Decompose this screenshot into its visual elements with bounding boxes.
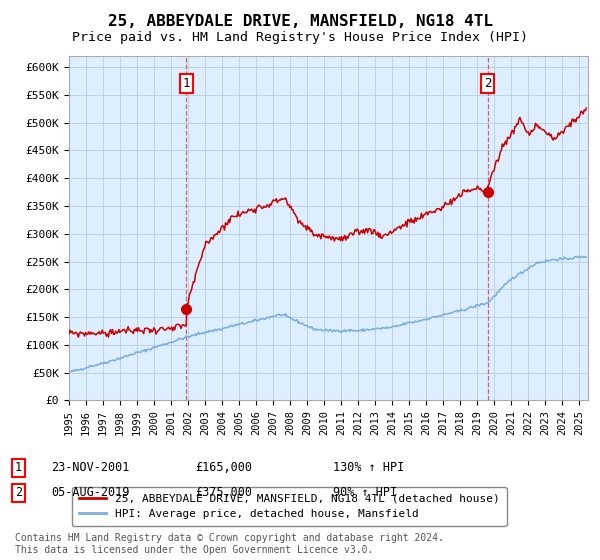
Text: £165,000: £165,000 xyxy=(195,461,252,474)
Text: 2: 2 xyxy=(484,77,491,90)
Text: 90% ↑ HPI: 90% ↑ HPI xyxy=(333,486,397,500)
Text: 25, ABBEYDALE DRIVE, MANSFIELD, NG18 4TL: 25, ABBEYDALE DRIVE, MANSFIELD, NG18 4TL xyxy=(107,14,493,29)
Legend: 25, ABBEYDALE DRIVE, MANSFIELD, NG18 4TL (detached house), HPI: Average price, d: 25, ABBEYDALE DRIVE, MANSFIELD, NG18 4TL… xyxy=(72,487,507,526)
Text: Price paid vs. HM Land Registry's House Price Index (HPI): Price paid vs. HM Land Registry's House … xyxy=(72,31,528,44)
Text: £375,000: £375,000 xyxy=(195,486,252,500)
Text: Contains HM Land Registry data © Crown copyright and database right 2024.
This d: Contains HM Land Registry data © Crown c… xyxy=(15,533,444,555)
Text: 1: 1 xyxy=(15,461,22,474)
Text: 1: 1 xyxy=(182,77,190,90)
Text: 23-NOV-2001: 23-NOV-2001 xyxy=(51,461,130,474)
Text: 05-AUG-2019: 05-AUG-2019 xyxy=(51,486,130,500)
Text: 2: 2 xyxy=(15,486,22,500)
Text: 130% ↑ HPI: 130% ↑ HPI xyxy=(333,461,404,474)
